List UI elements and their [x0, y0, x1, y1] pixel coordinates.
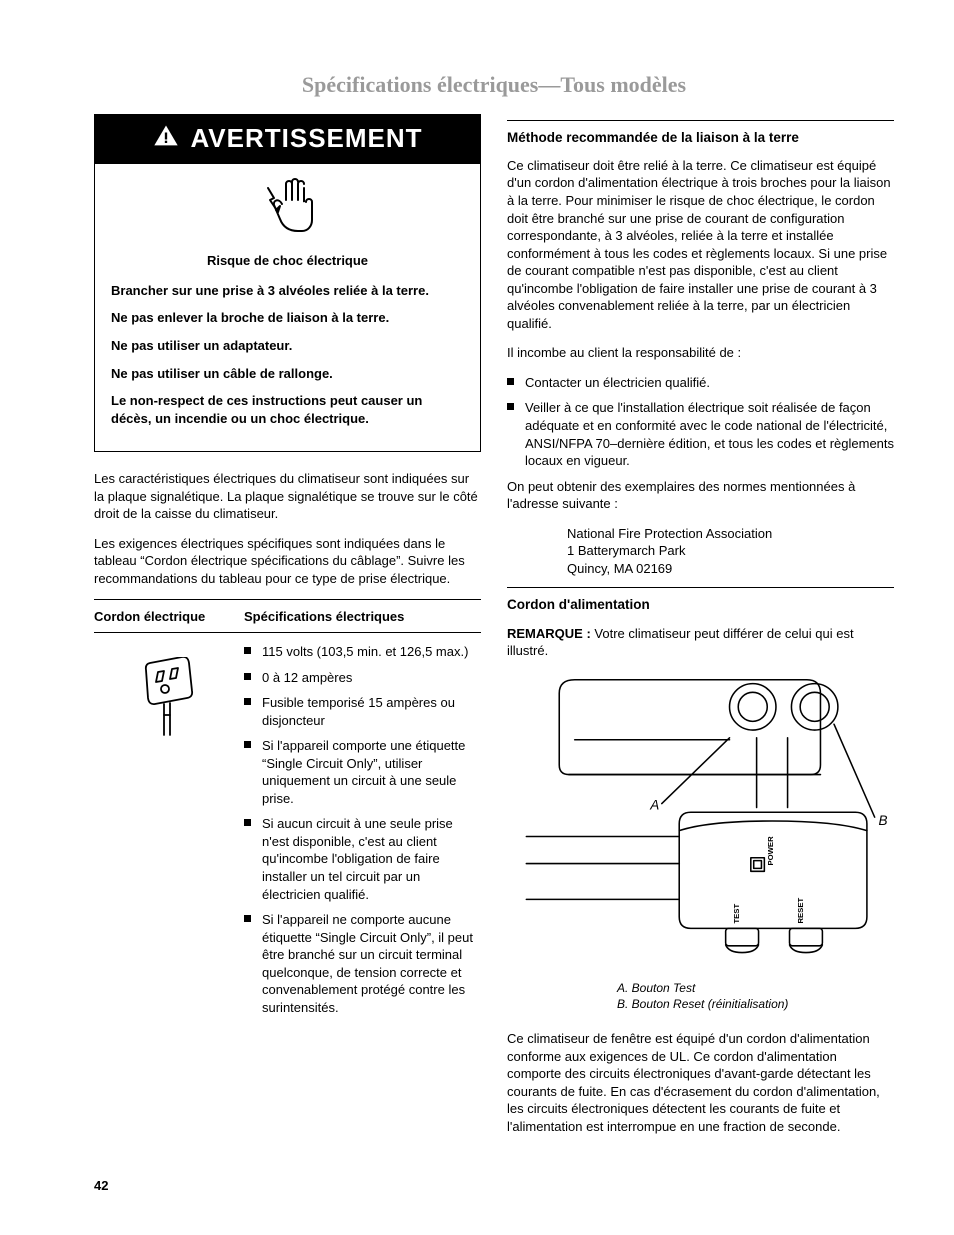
left-column: AVERTISSEMENT [94, 114, 481, 1148]
spec-item: Si aucun circuit à une seule prise n'est… [244, 815, 481, 903]
warning-line: Le non-respect de ces instructions peut … [111, 392, 464, 427]
spec-table-body: 115 volts (103,5 min. et 126,5 max.) 0 à… [94, 643, 481, 1024]
spec-item: Si l'appareil ne comporte aucune étiquet… [244, 911, 481, 1016]
spec-list: 115 volts (103,5 min. et 126,5 max.) 0 à… [244, 643, 481, 1016]
spec-item: 115 volts (103,5 min. et 126,5 max.) [244, 643, 481, 661]
warning-line: Ne pas utiliser un câble de rallonge. [111, 365, 464, 383]
address-line: 1 Batterymarch Park [567, 542, 894, 560]
divider [94, 632, 481, 633]
diagram-reset-label: RESET [796, 897, 805, 923]
spec-item: 0 à 12 ampères [244, 669, 481, 687]
warning-banner-text: AVERTISSEMENT [190, 121, 422, 156]
address-line: National Fire Protection Association [567, 525, 894, 543]
address-line: Quincy, MA 02169 [567, 560, 894, 578]
ground-para: Ce climatiseur doit être relié à la terr… [507, 157, 894, 332]
divider [94, 599, 481, 600]
warning-line: Ne pas enlever la broche de liaison à la… [111, 309, 464, 327]
section-title: Spécifications électriques—Tous modèles [94, 70, 894, 100]
left-para-2: Les exigences électriques spécifiques so… [94, 535, 481, 588]
spec-item: Fusible temporisé 15 ampères ou disjonct… [244, 694, 481, 729]
caption-line-b: B. Bouton Reset (réinitialisation) [617, 996, 894, 1012]
diagram-label-b: B [879, 813, 888, 828]
left-para-1: Les caractéristiques électriques du clim… [94, 470, 481, 523]
nfpa-address: National Fire Protection Association 1 B… [507, 525, 894, 578]
address-intro: On peut obtenir des exemplaires des norm… [507, 478, 894, 513]
diagram-caption: A. Bouton Test B. Bouton Reset (réinitia… [617, 980, 894, 1012]
remark-label: REMARQUE : [507, 626, 591, 641]
responsibility-intro: Il incombe au client la responsabilité d… [507, 344, 894, 362]
responsibility-item: Veiller à ce que l'installation électriq… [507, 399, 894, 469]
two-column-layout: AVERTISSEMENT [94, 114, 894, 1148]
spec-table-header: Cordon électrique Spécifications électri… [94, 608, 481, 626]
alert-triangle-icon [152, 122, 180, 155]
cord-para: Ce climatiseur de fenêtre est équipé d'u… [507, 1030, 894, 1135]
shock-hand-icon [111, 174, 464, 243]
col-header-spec: Spécifications électriques [244, 608, 481, 626]
divider [507, 587, 894, 588]
diagram-power-label: POWER [766, 836, 775, 866]
cord-heading: Cordon d'alimentation [507, 596, 894, 614]
right-column: Méthode recommandée de la liaison à la t… [507, 114, 894, 1148]
warning-line: Brancher sur une prise à 3 alvéoles reli… [111, 282, 464, 300]
power-cord-diagram: A B POWER TEST RESET [507, 672, 894, 972]
warning-risk-line: Risque de choc électrique [111, 252, 464, 270]
responsibility-item: Contacter un électricien qualifié. [507, 374, 894, 392]
plug-icon [94, 643, 244, 1024]
warning-body: Risque de choc électrique Brancher sur u… [95, 164, 480, 451]
caption-line-a: A. Bouton Test [617, 980, 894, 996]
col-header-cord: Cordon électrique [94, 608, 244, 626]
warning-line: Ne pas utiliser un adaptateur. [111, 337, 464, 355]
ground-method-heading: Méthode recommandée de la liaison à la t… [507, 129, 894, 147]
diagram-label-a: A [649, 797, 659, 812]
page-number: 42 [94, 1177, 108, 1195]
responsibility-list: Contacter un électricien qualifié. Veill… [507, 374, 894, 470]
spec-item: Si l'appareil comporte une étiquette “Si… [244, 737, 481, 807]
warning-header: AVERTISSEMENT [95, 115, 480, 164]
remark: REMARQUE : Votre climatiseur peut différ… [507, 625, 894, 660]
diagram-test-label: TEST [732, 903, 741, 923]
divider [507, 120, 894, 121]
warning-box: AVERTISSEMENT [94, 114, 481, 452]
